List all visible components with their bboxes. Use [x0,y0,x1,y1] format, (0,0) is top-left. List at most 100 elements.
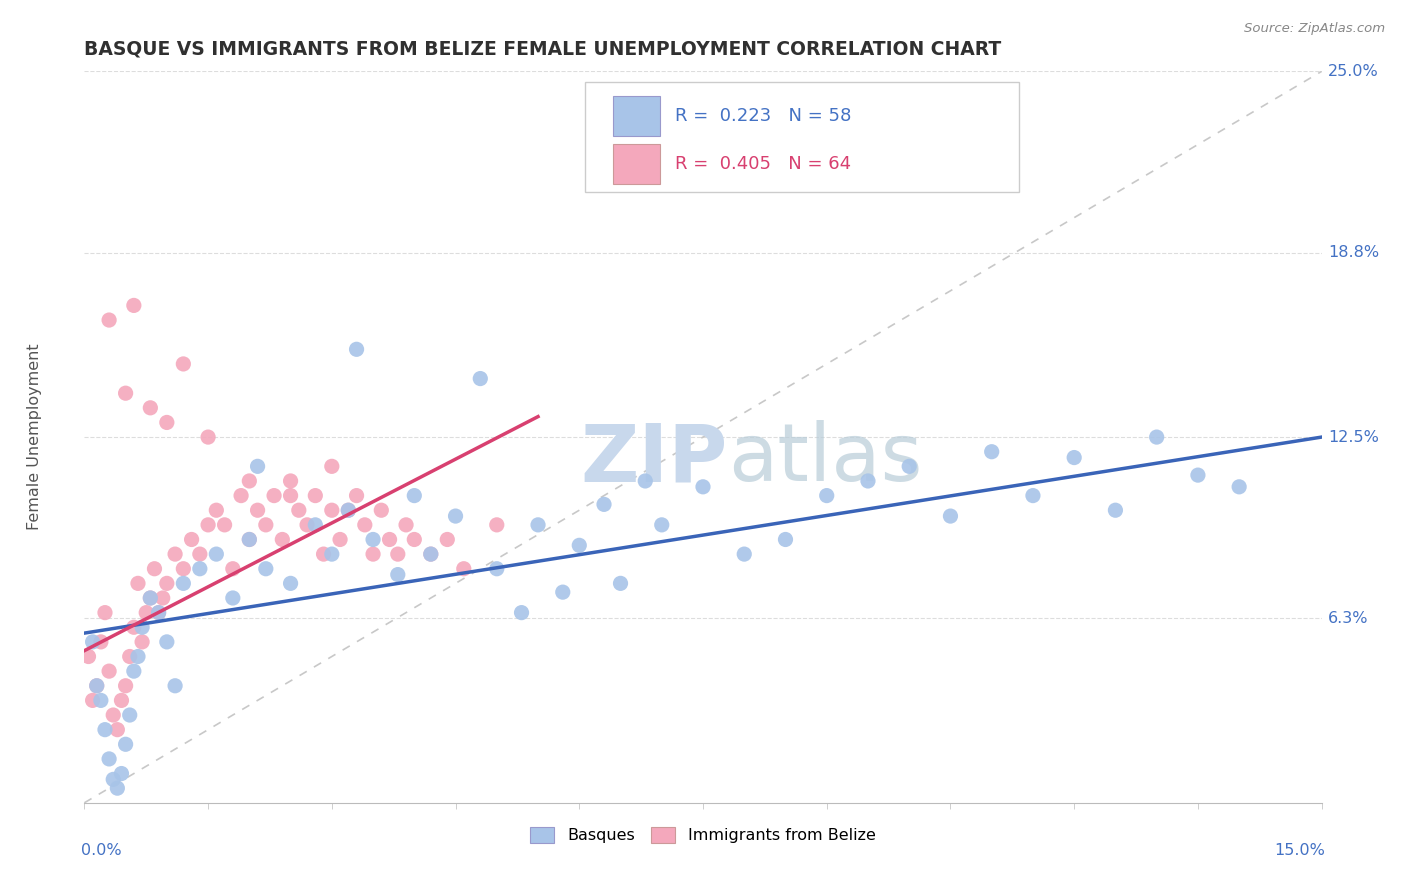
Point [205,503,228,517]
Point [205,547,228,561]
Point [329,533,352,547]
Point [172,562,194,576]
Point [143,562,166,576]
Point [122,298,145,312]
Point [110,766,132,780]
Point [263,489,285,503]
Point [188,562,211,576]
Point [254,517,277,532]
Point [419,547,441,561]
Point [775,533,797,547]
Point [436,533,458,547]
Point [156,576,179,591]
FancyBboxPatch shape [613,96,659,136]
Text: Female Unemployment: Female Unemployment [27,343,42,531]
Point [172,576,194,591]
Point [152,591,174,605]
Point [312,547,335,561]
Point [90,635,112,649]
Point [295,517,318,532]
Point [105,723,128,737]
Point [361,547,384,561]
Point [139,401,162,415]
Point [156,416,179,430]
Point [898,459,921,474]
Point [127,649,149,664]
Point [86,679,108,693]
Text: R =  0.223   N = 58: R = 0.223 N = 58 [675,107,851,125]
FancyBboxPatch shape [613,144,659,184]
Point [1022,489,1045,503]
Point [103,708,125,723]
Point [82,693,104,707]
Point [238,533,260,547]
Point [551,585,574,599]
Point [419,547,441,561]
Point [86,679,108,693]
Point [815,489,838,503]
Point [122,664,145,678]
Point [127,576,149,591]
Point [346,343,368,357]
Point [1146,430,1168,444]
Point [105,781,128,796]
Point [1227,480,1250,494]
Point [387,567,409,582]
Point [254,562,277,576]
Point [98,752,121,766]
Point [197,430,219,444]
Point [148,606,170,620]
Point [114,737,136,751]
Point [980,444,1002,458]
Text: 6.3%: 6.3% [1327,611,1368,626]
Point [378,533,401,547]
Point [94,606,117,620]
Point [304,517,326,532]
Point [404,489,426,503]
Point [222,591,245,605]
Text: 12.5%: 12.5% [1327,430,1379,444]
Point [118,649,141,664]
Point [114,679,136,693]
Point [90,693,112,707]
Point [197,517,219,532]
Point [271,533,294,547]
Point [172,357,194,371]
Point [165,679,187,693]
Point [246,503,269,517]
Text: BASQUE VS IMMIGRANTS FROM BELIZE FEMALE UNEMPLOYMENT CORRELATION CHART: BASQUE VS IMMIGRANTS FROM BELIZE FEMALE … [84,39,1001,59]
Point [148,606,170,620]
Point [444,509,467,524]
Point [304,489,326,503]
Point [609,576,631,591]
Point [593,497,616,511]
Point [1063,450,1085,465]
Point [98,313,121,327]
Point [188,547,211,561]
Point [131,620,153,634]
Point [139,591,162,605]
Point [692,480,714,494]
Point [98,664,121,678]
Point [856,474,879,488]
Point [131,635,153,649]
Point [527,517,550,532]
Text: R =  0.405   N = 64: R = 0.405 N = 64 [675,155,851,173]
Point [1104,503,1126,517]
Point [94,723,117,737]
Point [321,503,343,517]
Point [485,562,508,576]
Point [321,459,343,474]
Text: atlas: atlas [728,420,922,498]
Point [321,547,343,561]
Point [156,635,179,649]
Point [180,533,202,547]
Point [139,591,162,605]
Point [1187,468,1209,483]
Text: 25.0%: 25.0% [1327,64,1378,78]
Point [634,474,657,488]
Legend: Basques, Immigrants from Belize: Basques, Immigrants from Belize [524,821,882,850]
Point [404,533,426,547]
Point [346,489,368,503]
Text: ZIP: ZIP [581,420,728,498]
